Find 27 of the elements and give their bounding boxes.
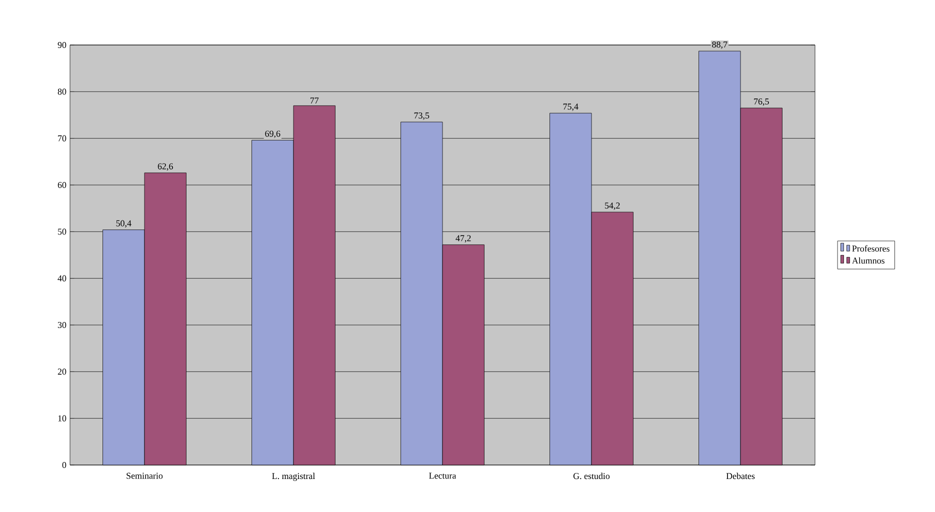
data-label: 88,7 [712,42,728,49]
y-tick-label: 80 [58,88,66,95]
y-tick-label: 40 [58,275,66,282]
y-tick-label: 20 [58,368,66,375]
y-tick-label: 0 [62,462,66,468]
data-label: 62,6 [158,163,173,171]
data-label: 76,5 [754,98,769,106]
y-tick-label: 50 [58,228,66,235]
data-label: 50,4 [116,220,132,228]
legend-label: Alumnos [852,257,884,264]
x-tick-label: L. magistral [272,472,315,481]
y-tick-label: 90 [58,42,66,48]
data-label: 75,4 [563,104,578,111]
x-tick-label: Lectura [429,472,456,479]
data-label: 69,6 [265,130,280,138]
data-label: 73,5 [414,112,430,120]
data-label: 54,2 [605,202,620,210]
y-tick-label: 10 [58,415,66,422]
data-label: 77 [310,98,319,104]
y-tick-label: 60 [58,182,66,188]
x-tick-label: Debates [726,472,755,480]
y-tick-label: 30 [58,322,66,328]
x-tick-label: G. estudio [573,472,610,480]
x-tick-label: Seminario [126,472,163,479]
data-label: 47,2 [456,235,471,243]
legend-label: Profesores [852,245,890,252]
y-tick-label: 70 [58,135,66,142]
